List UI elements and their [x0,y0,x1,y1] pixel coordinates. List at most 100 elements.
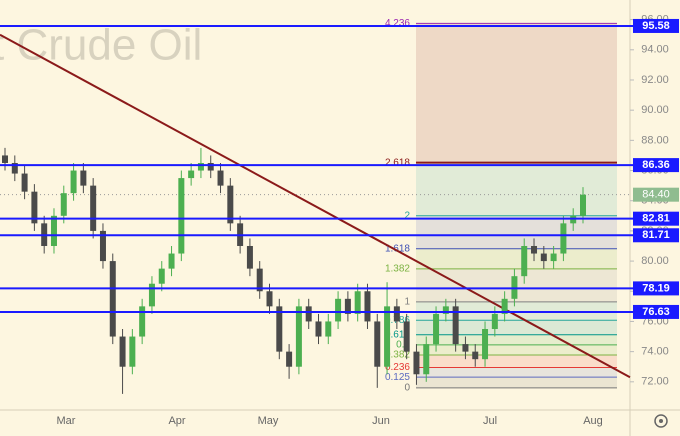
candle-body [188,170,195,179]
level-label: 81.71 [642,229,670,241]
y-tick-label: 88.00 [641,134,669,146]
y-tick-label: 90.00 [641,104,669,116]
candle-body [413,351,420,375]
fib-label: 2.618 [385,157,410,168]
candle-body [295,306,302,367]
level-tag [633,304,679,319]
candle-body [276,306,283,352]
candle-body [354,291,361,314]
fib-band [416,23,617,163]
fib-label: 0.618 [385,329,410,340]
candle-body [31,191,38,224]
candle-body [325,321,332,337]
candle-body [246,245,253,269]
fib-band [416,354,617,368]
candle-body [364,291,371,322]
fib-label: 1.382 [385,264,410,275]
fib-band [416,344,617,355]
candle-body [491,313,498,329]
candle-body [119,336,126,367]
candle-body [207,162,214,171]
candle-body [462,344,469,352]
x-tick-label: Apr [168,415,185,427]
candle-body [158,268,165,284]
settings-icon-center [659,419,663,423]
fib-label: 0.236 [385,362,410,373]
level-label: 95.58 [642,20,670,32]
candle-body [286,351,293,367]
fib-label: 0 [404,382,410,393]
last-price-tag [633,187,679,202]
y-tick-label: 74.00 [641,346,669,358]
candle-body [197,162,204,171]
candle-body [560,223,567,254]
y-tick-label: 80.00 [641,255,669,267]
level-label: 82.81 [642,213,670,225]
last-price-label: 84.40 [642,189,670,201]
level-tag [633,18,679,33]
candle-body [109,261,116,337]
y-tick-label: 94.00 [641,44,669,56]
candle-body [129,336,136,367]
fib-label: 0.5 [396,339,410,350]
level-tag [633,211,679,226]
level-tag [633,228,679,243]
candle-body [2,155,8,163]
candle-body [80,170,87,186]
fib-band [416,334,617,345]
fib-label: 0.382 [385,350,410,361]
x-tick-label: Aug [583,415,603,427]
candle-body [315,321,322,337]
fib-zone [416,22,617,389]
fib-band [416,377,617,388]
candle-body [90,185,97,231]
candle-body [403,321,410,352]
fib-band [416,320,617,335]
candle-body [227,185,234,224]
candle-body [60,193,67,216]
x-tick-label: Mar [57,415,76,427]
candle-body [531,245,538,254]
candle-body [374,321,381,367]
watermark: t Crude Oil [0,21,202,70]
candle-body [266,291,273,307]
candle-body [21,173,28,192]
candle-body [168,253,175,269]
x-tick-label: Jul [483,415,497,427]
candle-body [540,253,547,262]
level-label: 78.19 [642,282,670,294]
candle-body [148,283,155,307]
candle-body [442,306,449,314]
candle-body [423,344,430,375]
candle-body [344,298,351,314]
x-tick-label: Jun [372,415,390,427]
settings-icon[interactable] [654,414,668,428]
trendline [0,33,631,379]
candle-body [256,268,263,292]
candle-body [99,230,106,262]
fib-label: 1 [404,296,410,307]
candle-body [472,351,479,360]
level-tag [633,281,679,296]
y-tick-label: 72.00 [641,376,669,388]
candle-body [501,298,508,314]
candle-body [139,306,146,337]
fib-band [416,248,617,269]
candle-body [384,306,391,367]
candle-body [217,170,224,186]
fib-band [416,162,617,216]
candle-body [521,245,528,277]
level-label: 86.36 [642,159,670,171]
level-tag [633,158,679,173]
candle-body [70,170,77,194]
candle-body [50,215,57,246]
candle-body [482,328,489,360]
y-tick-label: 92.00 [641,74,669,86]
candle-body [433,313,440,345]
fib-label: 1.618 [385,243,410,254]
fib-band [416,215,617,249]
candle-body [550,253,557,262]
fib-label: 0.125 [385,372,410,383]
fib-label: 2 [404,210,410,221]
